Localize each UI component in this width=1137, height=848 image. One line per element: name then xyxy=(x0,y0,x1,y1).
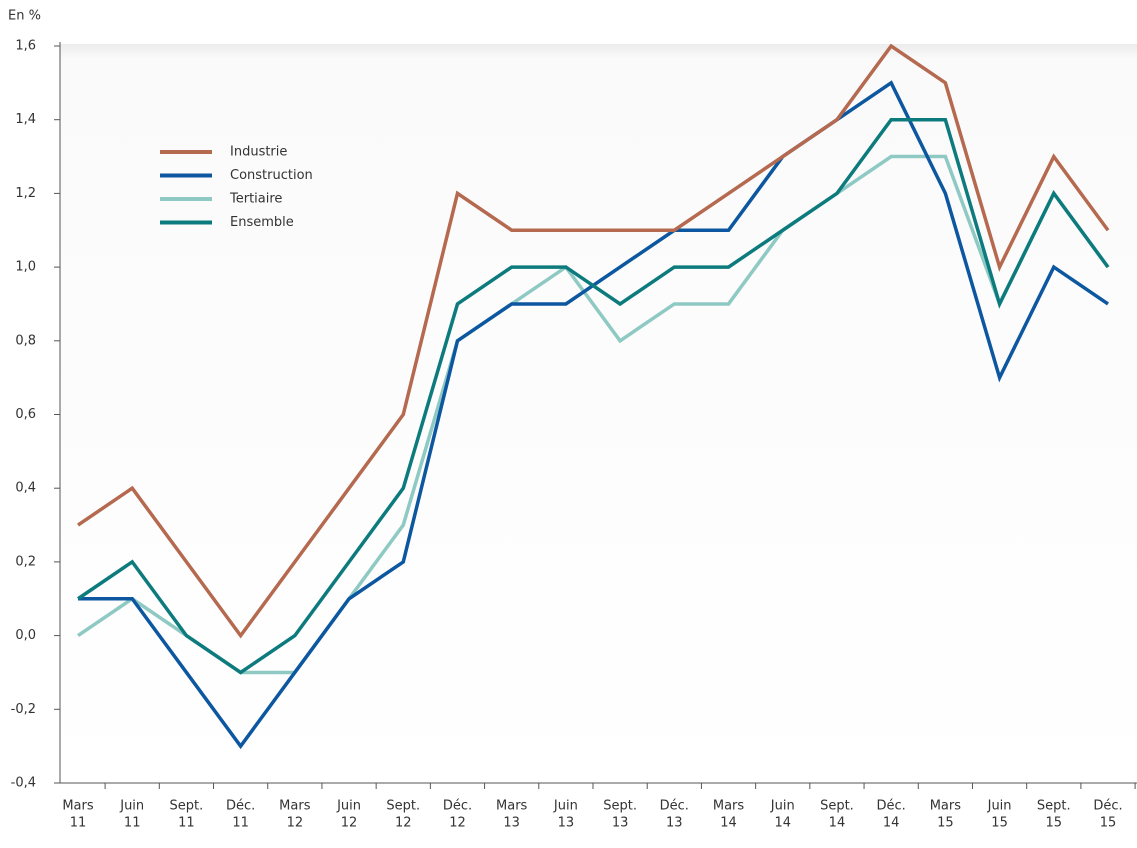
x-tick-label: 11 xyxy=(178,816,195,831)
x-tick-label: 11 xyxy=(232,816,249,831)
x-tick-label: 14 xyxy=(720,816,737,831)
legend-label: Tertiaire xyxy=(229,192,282,207)
y-axis-label: En % xyxy=(8,9,41,24)
y-tick-label: 1,6 xyxy=(15,39,36,54)
y-tick-label: 0,6 xyxy=(15,407,36,422)
legend-label: Ensemble xyxy=(230,215,294,230)
legend-label: Construction xyxy=(230,168,313,183)
x-tick-label: Mars xyxy=(62,799,94,814)
y-tick-label: -0,2 xyxy=(11,702,36,717)
x-tick-label: Sept. xyxy=(170,799,204,814)
x-tick-label: 12 xyxy=(395,816,412,831)
line-series xyxy=(77,154,1110,675)
y-tick-label: -0,4 xyxy=(11,776,36,791)
plot-area xyxy=(60,44,1137,784)
x-tick-label: 11 xyxy=(70,816,87,831)
x-tick-label: Mars xyxy=(713,799,745,814)
x-tick-label: Sept. xyxy=(820,799,854,814)
x-tick-label: 13 xyxy=(666,816,683,831)
x-tick-label: 15 xyxy=(1046,816,1063,831)
legend-label: Industrie xyxy=(230,145,287,160)
x-tick-label: 12 xyxy=(287,816,304,831)
y-tick-label: 1,2 xyxy=(15,186,36,201)
x-tick-label: Déc. xyxy=(1093,799,1122,814)
y-tick-label: 0,8 xyxy=(15,333,36,348)
x-tick-label: Juin xyxy=(770,799,795,814)
x-tick-label: 14 xyxy=(829,816,846,831)
x-tick-label: Mars xyxy=(496,799,528,814)
y-tick-label: 0,4 xyxy=(15,481,36,496)
x-tick-label: 12 xyxy=(341,816,358,831)
x-tick-label: 15 xyxy=(1100,816,1117,831)
y-tick-label: 1,0 xyxy=(15,260,36,275)
x-tick-label: Sept. xyxy=(603,799,637,814)
x-tick-label: 14 xyxy=(883,816,900,831)
x-tick-label: Sept. xyxy=(386,799,420,814)
x-tick-label: Déc. xyxy=(226,799,255,814)
y-tick-label: 0,2 xyxy=(15,554,36,569)
x-tick-label: 14 xyxy=(774,816,791,831)
line-series xyxy=(77,43,1110,639)
x-tick-label: 12 xyxy=(449,816,466,831)
x-tick-label: Déc. xyxy=(443,799,472,814)
x-tick-label: 13 xyxy=(612,816,629,831)
x-tick-label: Mars xyxy=(930,799,962,814)
x-tick-label: Juin xyxy=(987,799,1012,814)
x-tick-label: Mars xyxy=(279,799,311,814)
x-tick-label: 13 xyxy=(558,816,575,831)
x-tick-label: Juin xyxy=(336,799,361,814)
y-tick-label: 1,4 xyxy=(15,112,36,127)
x-tick-label: 15 xyxy=(937,816,954,831)
x-tick-label: 15 xyxy=(991,816,1008,831)
line-series xyxy=(77,117,1110,675)
x-tick-label: Juin xyxy=(119,799,144,814)
x-tick-label: Sept. xyxy=(1037,799,1071,814)
x-tick-label: Déc. xyxy=(660,799,689,814)
x-tick-label: 13 xyxy=(503,816,520,831)
x-tick-label: Déc. xyxy=(877,799,906,814)
x-tick-label: Juin xyxy=(553,799,578,814)
y-tick-label: 0,0 xyxy=(15,628,36,643)
x-tick-label: 11 xyxy=(124,816,141,831)
